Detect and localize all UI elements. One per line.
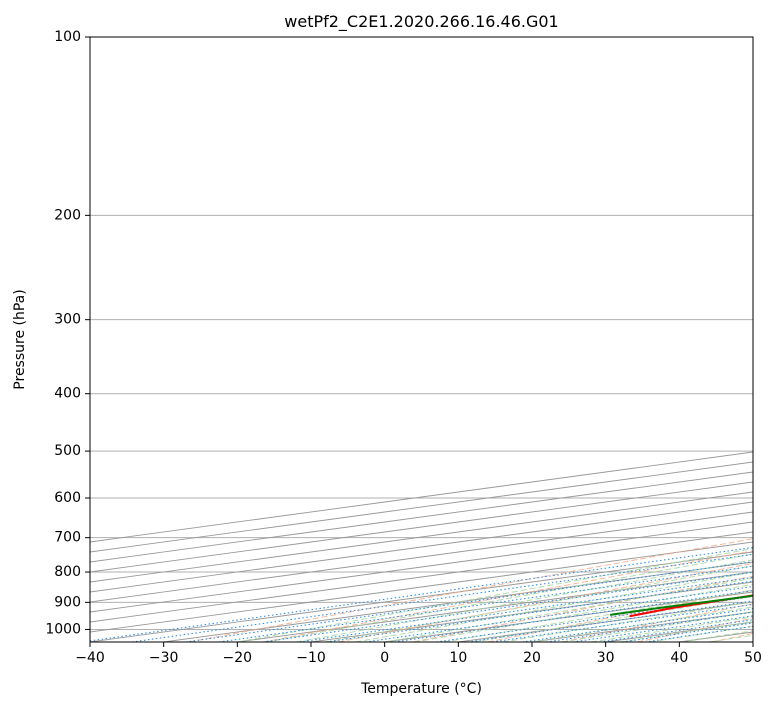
- dry-adiabat: [636, 617, 753, 642]
- dry-adiabat: [338, 562, 753, 642]
- isotherm-line: [384, 591, 753, 642]
- isotherm-line: [90, 521, 753, 613]
- isotherm-line: [90, 461, 753, 553]
- x-tick-label: 50: [744, 650, 762, 666]
- moist-adiabat: [708, 634, 753, 642]
- isotherm-line: [90, 531, 753, 623]
- isotherm-line: [90, 451, 753, 543]
- x-tick-label: −30: [149, 650, 179, 666]
- moist-adiabat: [414, 583, 753, 642]
- mixing-ratio-line: [492, 603, 753, 642]
- mixing-ratio-line: [185, 561, 753, 642]
- dry-adiabat: [263, 550, 753, 642]
- plot-area: -100-90-80-70-60-50-40-30-20-10010203040…: [90, 37, 753, 642]
- chart-title: wetPf2_C2E1.2020.266.16.46.G01: [284, 12, 558, 32]
- x-tick-label: −40: [75, 650, 105, 666]
- mixing-ratio-line: [522, 608, 753, 642]
- mixing-ratio-line: [546, 611, 753, 642]
- isotherm-line: [679, 631, 753, 642]
- plot-frame: [89, 36, 754, 643]
- x-tick-label: −20: [223, 650, 253, 666]
- x-tick-label: 40: [670, 650, 688, 666]
- moist-adiabat: [502, 601, 753, 642]
- isotherm-line: [90, 511, 753, 603]
- dry-adiabat: [487, 589, 753, 642]
- y-tick-label: 800: [54, 564, 81, 580]
- isotherm-line: [90, 501, 753, 593]
- x-tick-label: −10: [296, 650, 326, 666]
- moist-adiabat: [649, 625, 753, 642]
- y-tick-label: 500: [54, 443, 81, 459]
- dry-adiabat: [711, 632, 753, 642]
- moist-adiabat: [355, 571, 753, 642]
- dry-adiabat: [412, 575, 753, 642]
- isotherm-line: [90, 471, 753, 563]
- y-tick-label: 900: [54, 594, 81, 610]
- isotherm-line: [90, 491, 753, 583]
- y-tick-label: 400: [54, 386, 81, 402]
- moist-adiabat: [266, 553, 753, 642]
- axes: −40 −30 −20 −10 0 10 20 30 40 50 100 200 300 400 500 60…: [45, 29, 762, 666]
- y-tick-label: 700: [54, 530, 81, 546]
- isotherm-line: [90, 481, 753, 573]
- moist-adiabat: [384, 577, 753, 642]
- y-axis-label: Pressure (hPa): [12, 289, 28, 389]
- moist-adiabat: [443, 589, 753, 642]
- y-tick-label: 200: [54, 207, 81, 223]
- y-tick-label: 300: [54, 312, 81, 328]
- x-tick-label: 30: [597, 650, 615, 666]
- isotherm-line: [310, 581, 753, 642]
- y-tick-label: 1000: [45, 621, 81, 637]
- isotherm-line: [752, 641, 753, 642]
- moist-adiabat: [237, 548, 753, 642]
- moist-adiabat: [472, 595, 753, 642]
- mixing-ratio-line: [90, 546, 753, 642]
- dry-adiabat: [562, 603, 753, 642]
- mixing-ratio-line: [436, 595, 753, 642]
- mixing-ratio-line: [131, 553, 753, 642]
- isotherm-line: [90, 551, 753, 642]
- dry-adiabat: [188, 538, 753, 642]
- y-tick-label: 100: [54, 29, 81, 45]
- y-tick-label: 600: [54, 490, 81, 506]
- moist-adiabat: [679, 630, 753, 642]
- x-tick-label: 20: [523, 650, 541, 666]
- mixing-ratio-line: [467, 600, 753, 642]
- x-tick-label: 10: [449, 650, 467, 666]
- moist-adiabat: [561, 611, 753, 642]
- x-tick-label: 0: [380, 650, 389, 666]
- x-axis-label: Temperature (°C): [360, 681, 482, 697]
- isotherm-line: [90, 541, 753, 633]
- isotherm-line: [605, 621, 753, 642]
- moist-adiabat: [296, 559, 753, 642]
